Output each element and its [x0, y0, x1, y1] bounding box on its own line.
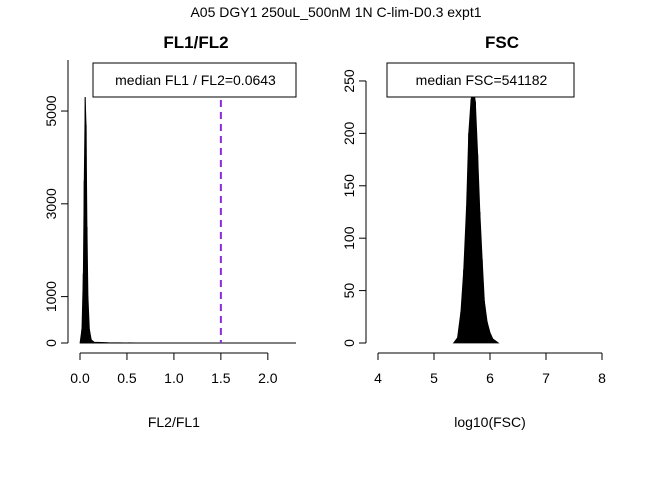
- legend-box: [92, 62, 297, 98]
- y-tick-label: 250: [341, 69, 357, 93]
- histogram-area: [452, 86, 500, 344]
- y-tick-label: 0: [43, 339, 59, 347]
- x-axis-label: log10(FSC): [454, 414, 526, 430]
- legend-box: [386, 62, 575, 98]
- y-tick-label: 3000: [43, 188, 59, 219]
- y-tick-label: 100: [341, 226, 357, 250]
- panel-title: FSC: [485, 33, 519, 52]
- x-tick-label: 1.5: [211, 370, 231, 386]
- panel-fsc: FSC median FSC=541182 0 50 100 150 200 250 4 5 6 7 8…: [341, 33, 606, 430]
- legend-text: median FL1 / FL2=0.0643: [115, 72, 276, 88]
- y-tick-label: 5000: [43, 95, 59, 126]
- panel-fl1-fl2: FL1/FL2 median FL1 / FL2=0.0643 0 1000 3000 5…: [43, 33, 297, 430]
- x-tick-label: 1.0: [164, 370, 184, 386]
- y-tick-label: 50: [341, 283, 357, 299]
- x-tick-label: 5: [430, 370, 438, 386]
- x-tick-label: 2.0: [258, 370, 278, 386]
- figure-title: A05 DGY1 250uL_500nM 1N C-lim-D0.3 expt1: [190, 4, 481, 20]
- y-tick-label: 200: [341, 121, 357, 145]
- x-tick-label: 6: [486, 370, 494, 386]
- legend-text: median FSC=541182: [416, 72, 548, 88]
- y-tick-label: 150: [341, 174, 357, 198]
- y-tick-label: 0: [341, 339, 357, 347]
- x-tick-label: 0.0: [70, 370, 90, 386]
- x-tick-label: 0.5: [117, 370, 137, 386]
- panel-title: FL1/FL2: [163, 33, 228, 52]
- x-tick-label: 7: [542, 370, 550, 386]
- y-tick-label: 1000: [43, 281, 59, 312]
- histogram-area: [79, 97, 297, 344]
- x-tick-label: 8: [598, 370, 606, 386]
- x-axis-label: FL2/FL1: [148, 414, 200, 430]
- x-tick-label: 4: [374, 370, 382, 386]
